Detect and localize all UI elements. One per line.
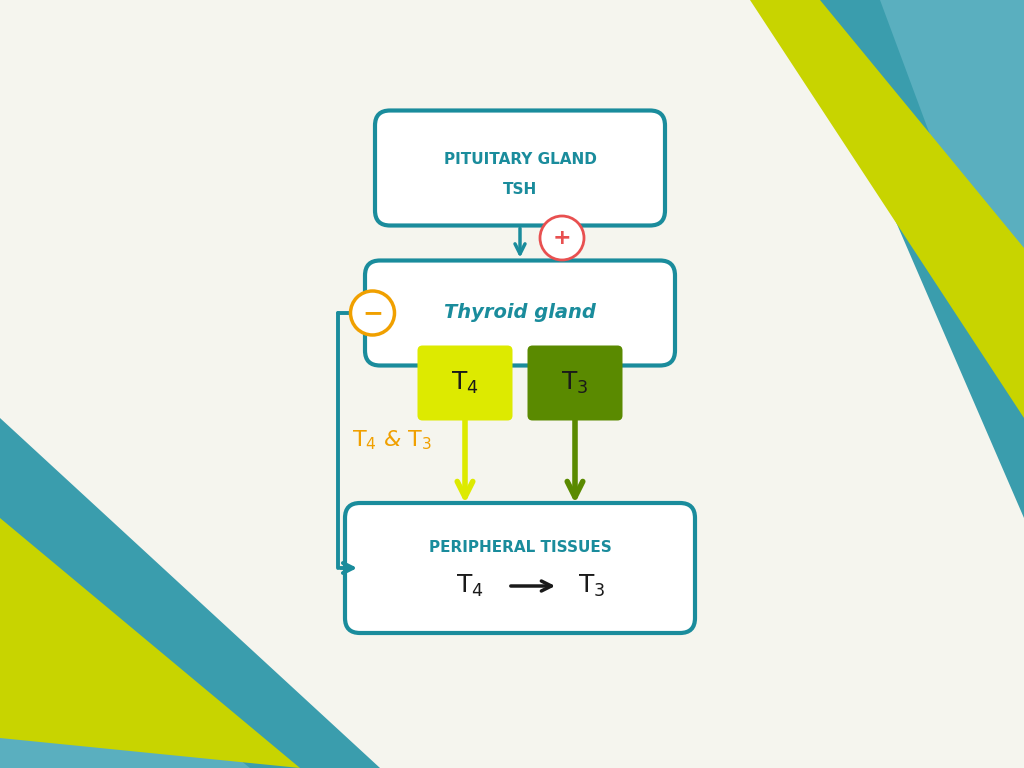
Text: PERIPHERAL TISSUES: PERIPHERAL TISSUES <box>429 541 611 555</box>
FancyBboxPatch shape <box>527 346 623 421</box>
Circle shape <box>540 216 584 260</box>
Text: Thyroid gland: Thyroid gland <box>444 303 596 323</box>
Polygon shape <box>0 518 300 768</box>
Text: $\mathrm{T_3}$: $\mathrm{T_3}$ <box>561 370 589 396</box>
Polygon shape <box>650 0 1024 518</box>
Polygon shape <box>700 0 1024 388</box>
FancyBboxPatch shape <box>375 111 665 226</box>
FancyBboxPatch shape <box>418 346 512 421</box>
Text: $\mathrm{T_4}$: $\mathrm{T_4}$ <box>452 370 479 396</box>
Text: −: − <box>362 301 383 325</box>
Polygon shape <box>0 418 380 768</box>
Polygon shape <box>0 568 250 768</box>
Text: $\mathrm{T_3}$: $\mathrm{T_3}$ <box>579 573 605 599</box>
Polygon shape <box>620 0 1024 418</box>
Text: PITUITARY GLAND: PITUITARY GLAND <box>443 153 596 167</box>
Text: +: + <box>553 228 571 248</box>
Text: $\mathrm{T_4}$: $\mathrm{T_4}$ <box>456 573 483 599</box>
FancyBboxPatch shape <box>365 260 675 366</box>
Text: TSH: TSH <box>503 183 538 197</box>
FancyBboxPatch shape <box>345 503 695 633</box>
Text: $\mathrm{T_4}$ & $\mathrm{T_3}$: $\mathrm{T_4}$ & $\mathrm{T_3}$ <box>352 429 432 452</box>
Circle shape <box>350 291 394 335</box>
